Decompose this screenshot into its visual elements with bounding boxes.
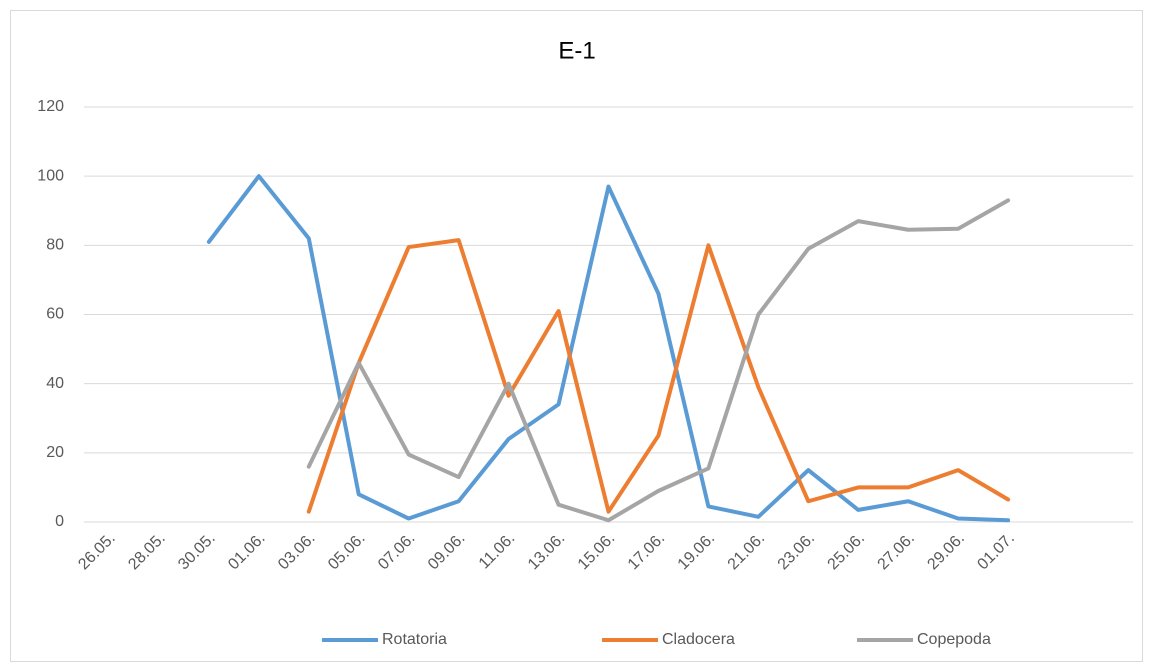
series-line — [306, 198, 1011, 523]
y-tick-label: 100 — [37, 167, 64, 184]
series-line — [306, 238, 1011, 514]
y-tick-label: 120 — [37, 98, 64, 115]
legend-label: Copepoda — [917, 631, 991, 648]
legend-label: Rotatoria — [382, 631, 447, 648]
y-tick-label: 80 — [46, 237, 64, 254]
chart-border — [10, 10, 1143, 662]
y-tick-label: 0 — [55, 513, 64, 530]
y-tick-label: 20 — [46, 444, 64, 461]
y-tick-label: 40 — [46, 375, 64, 392]
legend-label: Cladocera — [662, 631, 735, 648]
y-tick-label: 60 — [46, 306, 64, 323]
chart-title: E-1 — [558, 37, 595, 64]
